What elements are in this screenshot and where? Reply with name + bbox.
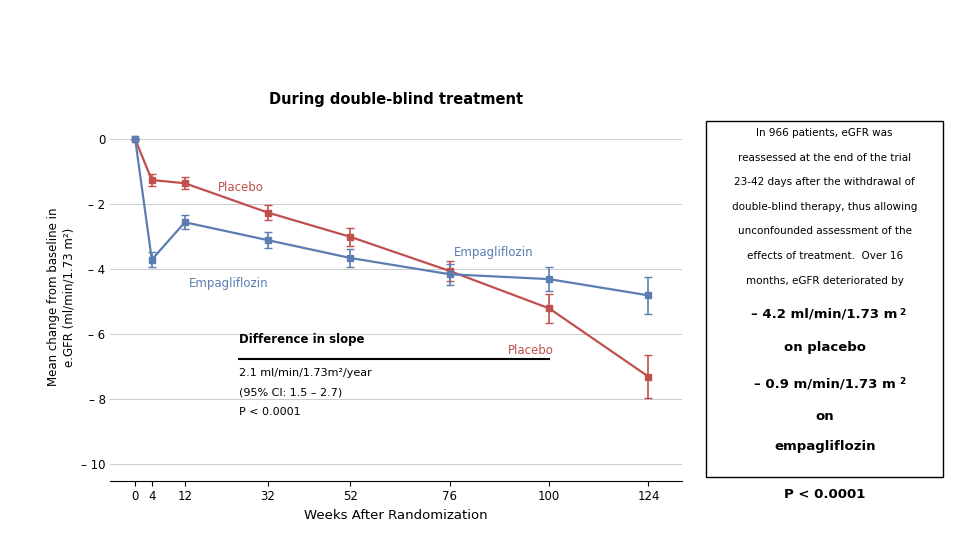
Text: 23-42 days after the withdrawal of: 23-42 days after the withdrawal of	[734, 177, 915, 187]
Text: months, eGFR deteriorated by: months, eGFR deteriorated by	[746, 276, 903, 286]
Y-axis label: Mean change from baseline in
e.GFR (ml/min/1.73 m²): Mean change from baseline in e.GFR (ml/m…	[47, 208, 76, 386]
Text: P < 0.0001: P < 0.0001	[784, 488, 865, 501]
FancyBboxPatch shape	[707, 121, 943, 477]
Text: 2.1 ml/min/1.73m²/year: 2.1 ml/min/1.73m²/year	[239, 368, 372, 379]
Text: unconfounded assessment of the: unconfounded assessment of the	[737, 226, 912, 237]
Text: on: on	[815, 410, 834, 423]
Text: Placebo: Placebo	[218, 181, 264, 194]
Title: During double-blind treatment: During double-blind treatment	[269, 92, 523, 107]
Text: – 4.2 ml/min/1.73 m: – 4.2 ml/min/1.73 m	[752, 308, 898, 321]
Text: Placebo: Placebo	[508, 344, 554, 357]
Text: effects of treatment.  Over 16: effects of treatment. Over 16	[747, 251, 902, 261]
Text: reassessed at the end of the trial: reassessed at the end of the trial	[738, 153, 911, 163]
Text: 2: 2	[899, 377, 905, 387]
Text: (95% CI: 1.5 – 2.7): (95% CI: 1.5 – 2.7)	[239, 388, 342, 398]
Text: empagliflozin: empagliflozin	[774, 440, 876, 453]
Text: EMPEROR-Reduced: Slope of Decline in Glomerular: EMPEROR-Reduced: Slope of Decline in Glo…	[167, 19, 793, 42]
Text: Empagliflozin: Empagliflozin	[189, 277, 269, 291]
Text: 2: 2	[899, 308, 905, 316]
Text: Empagliflozin: Empagliflozin	[454, 246, 534, 259]
Text: In 966 patients, eGFR was: In 966 patients, eGFR was	[756, 128, 893, 138]
Text: on placebo: on placebo	[783, 341, 866, 354]
Text: P < 0.0001: P < 0.0001	[239, 408, 300, 417]
X-axis label: Weeks After Randomization: Weeks After Randomization	[304, 509, 488, 522]
Text: Difference in slope: Difference in slope	[239, 333, 364, 346]
Text: – 0.9 m/min/1.73 m: – 0.9 m/min/1.73 m	[754, 377, 896, 390]
Text: double-blind therapy, thus allowing: double-blind therapy, thus allowing	[732, 202, 918, 212]
Text: Filtration Rate — Hierarchical Endpoint #3: Filtration Rate — Hierarchical Endpoint …	[219, 62, 741, 85]
